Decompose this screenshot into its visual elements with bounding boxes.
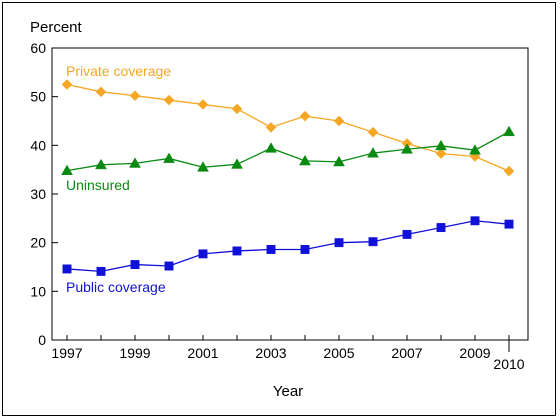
point-private-coverage-2010 xyxy=(503,165,515,177)
point-uninsured-2006 xyxy=(367,147,379,158)
y-tick-label-30: 30 xyxy=(30,186,46,202)
point-private-coverage-2002 xyxy=(231,103,243,115)
plot-area-border xyxy=(51,47,529,341)
point-public-coverage-2007 xyxy=(402,229,412,239)
point-private-coverage-2001 xyxy=(197,99,209,110)
point-private-coverage-2003 xyxy=(265,121,277,133)
series-line-public-coverage xyxy=(66,220,510,273)
point-uninsured-1999 xyxy=(129,157,141,168)
point-public-coverage-2004 xyxy=(300,245,310,254)
y-tick-label-20: 20 xyxy=(30,235,46,251)
point-uninsured-2005 xyxy=(333,155,345,167)
x-axis-title: Year xyxy=(273,383,303,400)
point-public-coverage-1998 xyxy=(96,266,106,276)
x-tick-label-2009: 2009 xyxy=(459,345,490,361)
y-tick-label-40: 40 xyxy=(30,137,46,153)
point-uninsured-1997 xyxy=(61,164,73,176)
point-private-coverage-2004 xyxy=(299,110,311,122)
y-axis-title: Percent xyxy=(30,19,83,36)
point-public-coverage-2002 xyxy=(232,246,242,256)
x-tick-label-2005: 2005 xyxy=(323,345,354,361)
point-uninsured-2001 xyxy=(197,161,209,172)
point-uninsured-2009 xyxy=(469,144,481,155)
point-uninsured-2000 xyxy=(163,152,175,163)
axes-group: 0 10 20 30 40 50 60 1997 1999 2001 2003 2005 2007 200… xyxy=(30,40,529,372)
point-public-coverage-2008 xyxy=(436,223,446,233)
point-public-coverage-2003 xyxy=(266,245,276,254)
point-uninsured-2003 xyxy=(265,142,277,153)
series-label-private-coverage: Private coverage xyxy=(66,63,171,79)
point-public-coverage-1997 xyxy=(62,264,72,274)
y-tick-label-10: 10 xyxy=(30,283,46,299)
x-tick-label-1997: 1997 xyxy=(51,345,82,361)
point-uninsured-1998 xyxy=(95,158,107,170)
series-label-public-coverage: Public coverage xyxy=(66,279,166,295)
point-private-coverage-2000 xyxy=(163,94,175,106)
labels-group: Percent Year Private coverage Uninsured … xyxy=(30,19,303,400)
point-uninsured-2010 xyxy=(503,125,515,137)
series-line-uninsured xyxy=(66,131,510,172)
x-tick-label-1999: 1999 xyxy=(119,345,150,361)
y-tick-label-0: 0 xyxy=(38,332,46,348)
x-tick-label-2010: 2010 xyxy=(493,356,524,372)
y-tick-label-60: 60 xyxy=(30,40,46,56)
x-tick-label-2003: 2003 xyxy=(255,345,286,361)
point-private-coverage-2008 xyxy=(435,148,447,159)
series-label-uninsured: Uninsured xyxy=(66,177,130,193)
y-tick-label-50: 50 xyxy=(30,89,46,105)
point-uninsured-2008 xyxy=(435,139,447,151)
point-private-coverage-2006 xyxy=(367,126,379,138)
x-tick-label-2001: 2001 xyxy=(187,345,218,361)
point-public-coverage-2006 xyxy=(368,237,378,247)
series-group xyxy=(61,79,515,276)
point-public-coverage-2005 xyxy=(334,238,344,248)
point-private-coverage-1999 xyxy=(129,90,141,102)
point-public-coverage-2009 xyxy=(470,216,480,226)
point-uninsured-2007 xyxy=(401,143,413,154)
x-tick-label-2007: 2007 xyxy=(391,345,422,361)
point-uninsured-2004 xyxy=(299,154,311,166)
point-public-coverage-2000 xyxy=(164,261,174,271)
point-public-coverage-1999 xyxy=(130,260,140,270)
point-private-coverage-1998 xyxy=(95,86,107,98)
point-public-coverage-2001 xyxy=(198,249,208,259)
point-private-coverage-2005 xyxy=(333,115,345,127)
chart-frame xyxy=(2,2,556,416)
point-uninsured-2002 xyxy=(231,158,243,169)
series-line-private-coverage xyxy=(66,83,510,172)
point-public-coverage-2010 xyxy=(504,219,514,229)
point-private-coverage-1997 xyxy=(61,79,73,90)
